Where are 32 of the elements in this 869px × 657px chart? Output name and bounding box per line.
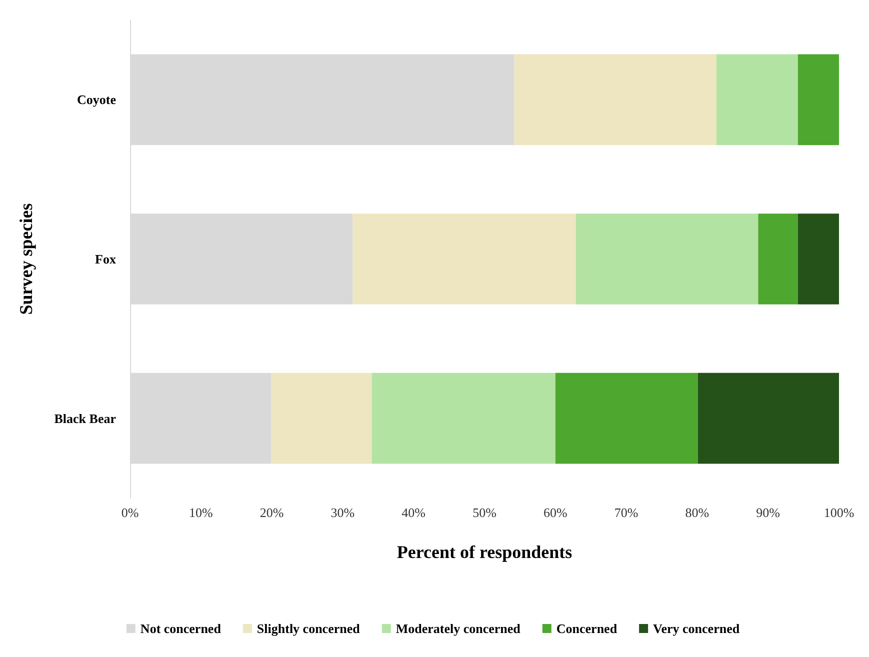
x-tick-label: 20% [260,505,284,520]
legend-label: Very concerned [653,621,740,636]
bar [798,54,839,146]
x-tick-label: 40% [402,505,426,520]
bar [352,214,576,304]
x-tick-label: 90% [756,505,780,520]
bar [372,372,556,464]
bar [758,214,798,304]
x-tick-label: 60% [543,505,568,520]
y-tick-label: Fox [95,252,116,266]
y-tick-label: Black Bear [54,410,116,426]
legend-label: Not concerned [140,621,222,636]
bar [271,372,372,464]
bar [514,54,716,146]
x-tick-label: 10% [188,505,213,520]
x-tick-label: 70% [614,505,638,520]
x-tick-label: 50% [472,505,497,520]
legend-label: Moderately concerned [396,621,522,636]
bar [798,214,839,304]
bar [576,214,758,304]
x-tick-label: 0% [121,505,139,520]
y-axis-title: Survey species [16,203,36,315]
y-tick-label: Coyote [77,92,116,108]
x-axis-title: Percent of respondents [396,542,572,562]
bar [555,372,698,464]
x-tick-label: 100% [824,505,854,520]
x-tick-label: 30% [330,505,355,520]
legend-label: Concerned [556,621,618,636]
legend-label: Slightly concerned [256,621,361,636]
bar [698,372,839,464]
x-tick-label: 80% [685,505,710,520]
bar [716,54,798,146]
